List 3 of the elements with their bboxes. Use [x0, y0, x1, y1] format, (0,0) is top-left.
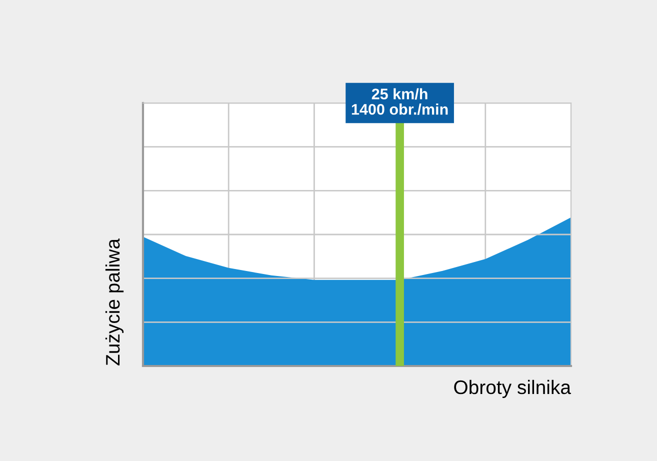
- text: 25 km/h 1400 obr./min: [352, 88, 448, 115]
- x-axis-title: Obroty silnika: [454, 380, 572, 398]
- y-axis-title: Zużycie paliwa: [105, 238, 124, 366]
